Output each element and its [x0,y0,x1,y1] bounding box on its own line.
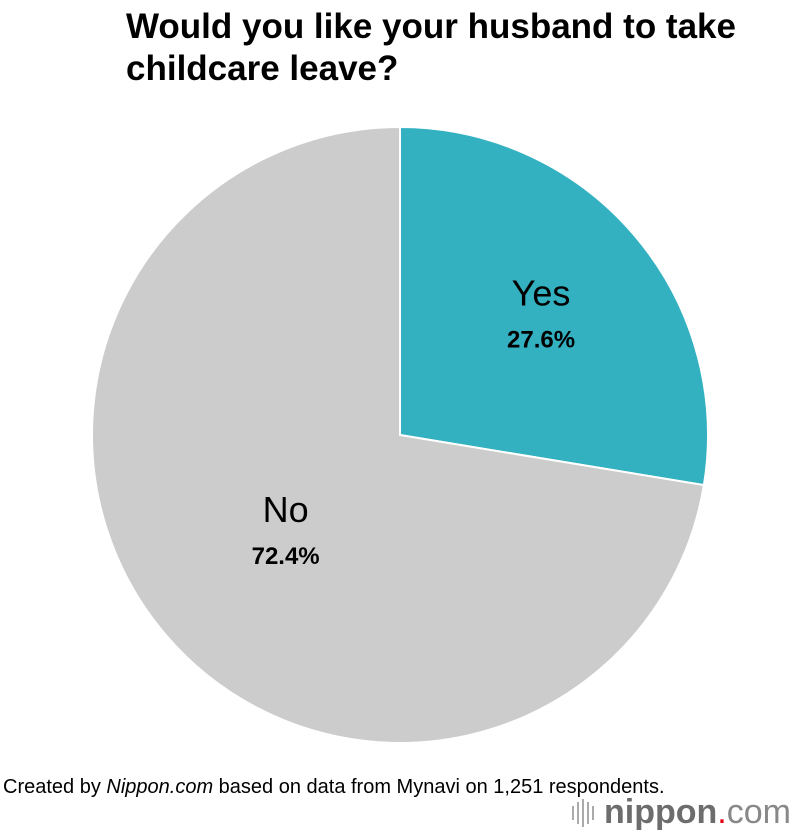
logo-dot: . [717,793,727,831]
slice-label: No [263,489,309,530]
logo-tld: com [726,793,791,831]
pie-slice-yes [399,125,709,487]
nippon-logo: nippon. com [572,793,791,832]
source-prefix: Created by [3,776,107,798]
slice-value-label: 27.6% [507,326,575,353]
pie-slice-no [91,125,706,744]
source-brand: Nippon.com [106,776,214,798]
source-suffix: based on data from Mynavi on 1,251 respo… [213,776,665,798]
chart-title: Would you like your husband to take chil… [126,7,736,88]
logo-name: nippon [604,793,718,831]
logo-bars-icon [572,798,594,827]
slice-label: Yes [512,272,571,313]
slice-value-label: 72.4% [252,543,320,570]
source-note: Created by Nippon.com based on data from… [3,775,665,800]
